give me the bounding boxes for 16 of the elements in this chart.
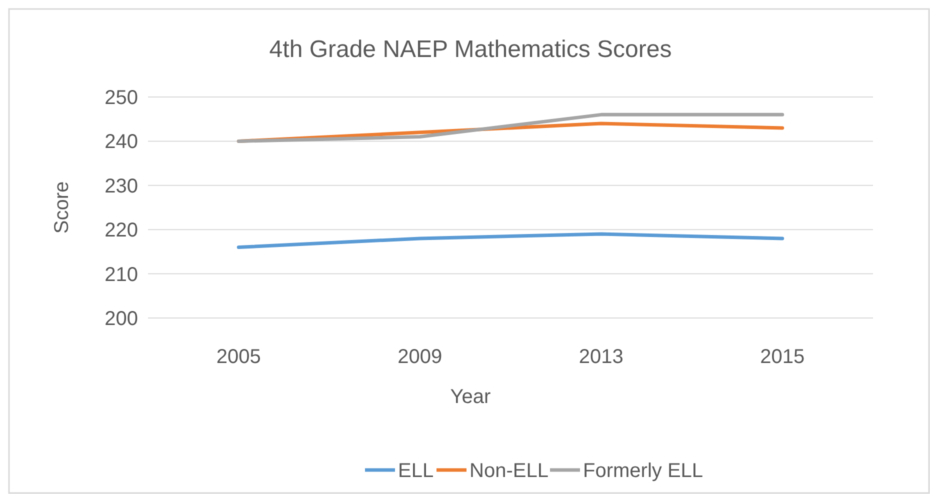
x-tick-label: 2005 (216, 346, 261, 368)
y-tick-label: 210 (104, 264, 138, 286)
legend-label: Non-ELL (470, 460, 548, 482)
y-tick-label: 220 (104, 220, 138, 242)
x-tick-label: 2013 (578, 346, 624, 368)
chart-title: 4th Grade NAEP Mathematics Scores (269, 36, 672, 63)
legend-label: ELL (398, 460, 434, 482)
y-tick-label: 240 (104, 131, 138, 154)
y-axis-title: Score (51, 181, 73, 234)
x-tick-label: 2009 (398, 346, 442, 368)
y-tick-label: 250 (104, 87, 138, 109)
y-tick-label: 230 (104, 175, 138, 198)
x-tick-label: 2015 (760, 346, 805, 368)
y-tick-label: 200 (104, 308, 138, 330)
x-axis-title: Year (450, 386, 492, 408)
legend-label: Formerly ELL (583, 460, 704, 482)
